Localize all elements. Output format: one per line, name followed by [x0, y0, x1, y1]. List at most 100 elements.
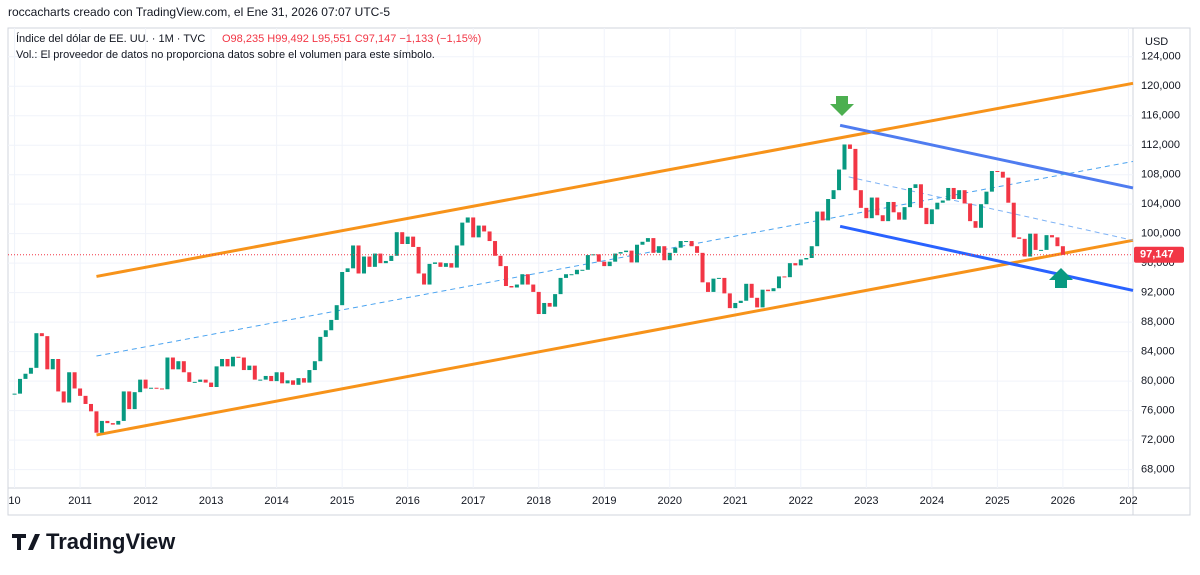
- candle: [187, 372, 192, 382]
- candle: [203, 379, 208, 383]
- candle: [645, 238, 650, 242]
- candle: [635, 244, 640, 263]
- candle: [929, 209, 934, 225]
- candle: [640, 241, 645, 245]
- trend-line: [96, 160, 1134, 357]
- logo-icon: [12, 534, 40, 550]
- candle: [509, 286, 514, 288]
- candle: [602, 261, 607, 267]
- candle: [432, 262, 437, 264]
- candle: [749, 283, 754, 298]
- y-tick-label: 116,000: [1141, 110, 1180, 122]
- candle: [471, 217, 476, 238]
- candle: [667, 252, 672, 261]
- candle: [716, 277, 721, 279]
- y-tick-label: 112,000: [1141, 139, 1180, 151]
- last-price-box: [1134, 246, 1184, 263]
- y-tick-label: 84,000: [1141, 346, 1175, 358]
- candle: [45, 336, 50, 370]
- candle: [651, 238, 656, 253]
- candle: [514, 284, 519, 288]
- candle: [962, 190, 967, 204]
- candle: [837, 169, 842, 191]
- candle: [831, 190, 836, 200]
- candle: [574, 269, 579, 275]
- candle: [12, 393, 17, 395]
- candle: [285, 380, 290, 384]
- candle: [580, 269, 585, 271]
- candle: [957, 190, 962, 200]
- candle: [842, 144, 847, 170]
- candle: [607, 261, 612, 267]
- candle: [678, 241, 683, 248]
- candle: [695, 246, 700, 253]
- candle: [50, 358, 55, 370]
- candle: [252, 365, 257, 380]
- candle: [908, 187, 913, 208]
- currency: USD: [1145, 36, 1168, 48]
- candle: [624, 250, 629, 253]
- candle: [18, 378, 23, 394]
- candle: [405, 236, 410, 244]
- candle: [935, 202, 940, 210]
- candle: [984, 191, 989, 205]
- candle: [241, 357, 246, 371]
- arrow-up: [1049, 268, 1073, 288]
- header: roccacharts creado con TradingView.com, …: [8, 5, 390, 19]
- candle: [968, 203, 973, 222]
- x-tick-label: 2018: [526, 495, 550, 507]
- candle: [394, 232, 399, 256]
- candle: [110, 423, 115, 425]
- y-tick-label: 108,000: [1141, 169, 1181, 181]
- candle: [361, 256, 366, 274]
- trend-line: [839, 224, 1134, 292]
- candle: [924, 207, 929, 225]
- candle: [793, 263, 798, 266]
- trend-line: [839, 123, 1134, 190]
- y-tick-label: 104,000: [1141, 198, 1181, 210]
- candle: [411, 236, 416, 247]
- candle: [236, 356, 241, 358]
- candle: [39, 333, 44, 337]
- candle: [121, 391, 126, 421]
- candle: [826, 199, 831, 221]
- candle: [220, 358, 225, 367]
- candle: [1006, 177, 1011, 203]
- candle: [176, 361, 181, 370]
- candle: [558, 277, 563, 295]
- candle: [1055, 237, 1060, 247]
- candle: [782, 276, 787, 278]
- candle: [820, 211, 825, 221]
- candle: [367, 256, 372, 267]
- candle: [918, 184, 923, 208]
- candle: [503, 266, 508, 287]
- candle: [525, 274, 530, 285]
- candle: [301, 378, 306, 383]
- candle: [946, 187, 951, 201]
- candle: [662, 246, 667, 261]
- candle: [334, 305, 339, 320]
- candle: [891, 201, 896, 213]
- candle: [181, 361, 186, 373]
- candle: [23, 373, 28, 379]
- candle: [99, 420, 104, 433]
- y-tick-label: 124,000: [1141, 51, 1181, 63]
- candle: [427, 263, 432, 285]
- last-price-label: 97,147: [1140, 249, 1174, 261]
- candle: [318, 336, 323, 362]
- candle: [438, 262, 443, 267]
- candle: [531, 284, 536, 292]
- candle: [225, 358, 230, 367]
- candle: [902, 207, 907, 220]
- candle: [378, 253, 383, 264]
- candle: [154, 387, 159, 389]
- candle: [159, 388, 164, 390]
- y-tick-label: 80,000: [1141, 375, 1175, 387]
- candle: [1011, 202, 1016, 238]
- candle: [493, 241, 498, 256]
- candle: [454, 245, 459, 268]
- candle: [869, 197, 874, 219]
- candle: [1044, 235, 1049, 250]
- candle: [72, 372, 77, 389]
- candle: [269, 375, 274, 382]
